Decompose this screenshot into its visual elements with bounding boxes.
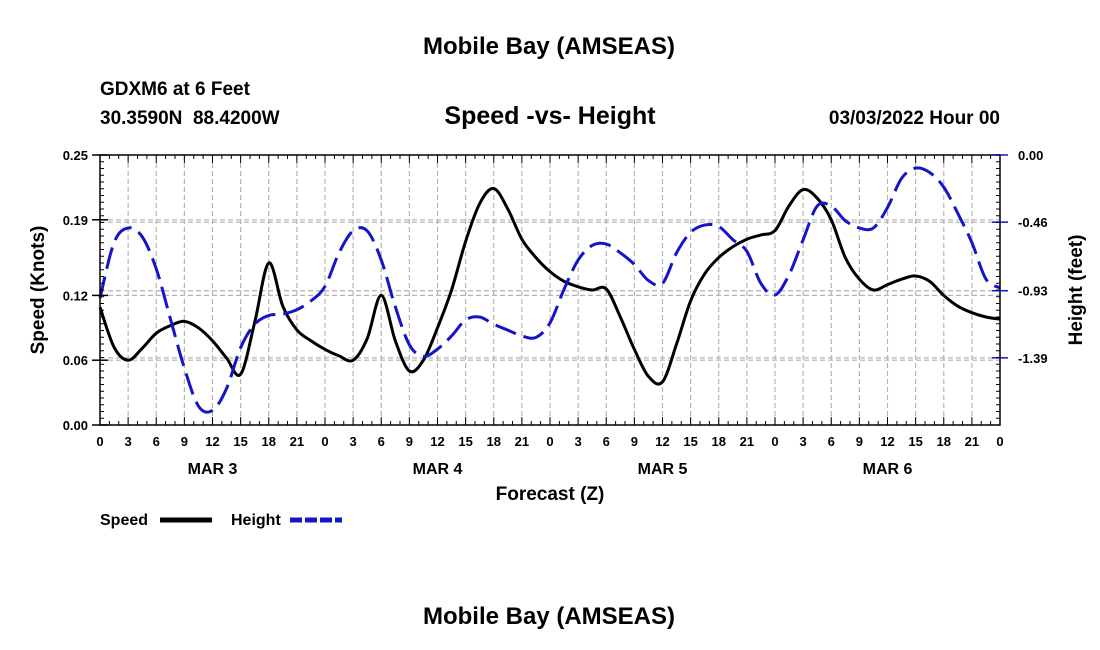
- x-tick-label: 18: [487, 434, 501, 449]
- x-tick-label: 15: [233, 434, 247, 449]
- day-label: MAR 6: [863, 461, 913, 478]
- day-label: MAR 3: [188, 461, 238, 478]
- height-series-line: [98, 166, 1001, 414]
- y-tick-label: 0.06: [63, 353, 88, 368]
- tick-group: 0.00 0.06 0.12 0.19 0.25 0.00 -0.46 -0.93 -1.39 0…: [63, 148, 1048, 478]
- grid: [100, 155, 1000, 425]
- x-tick-label: 0: [771, 434, 778, 449]
- y2-tick-label: 0.00: [1018, 148, 1043, 163]
- speed-series-line: [98, 186, 1001, 386]
- x-tick-label: 3: [350, 434, 357, 449]
- x-tick-label: 6: [153, 434, 160, 449]
- x-tick-label: 0: [996, 434, 1003, 449]
- x-tick-label: 9: [406, 434, 413, 449]
- x-tick-label: 12: [430, 434, 444, 449]
- x-tick-label: 21: [965, 434, 979, 449]
- x-tick-label: 12: [655, 434, 669, 449]
- x-tick-label: 9: [856, 434, 863, 449]
- x-tick-label: 0: [321, 434, 328, 449]
- x-tick-label: 12: [880, 434, 894, 449]
- x-tick-label: 0: [96, 434, 103, 449]
- y2-tick-label: -0.46: [1018, 215, 1048, 230]
- x-tick-label: 15: [908, 434, 922, 449]
- x-tick-label: 6: [378, 434, 385, 449]
- x-tick-label: 18: [262, 434, 276, 449]
- x-tick-label: 18: [712, 434, 726, 449]
- chart-subtitle: Speed -vs- Height: [444, 102, 656, 130]
- footer-title: Mobile Bay (AMSEAS): [423, 603, 675, 630]
- x-tick-label: 21: [290, 434, 304, 449]
- y-tick-label: 0.12: [63, 288, 88, 303]
- y-tick-label: 0.19: [63, 213, 88, 228]
- x-tick-label: 6: [603, 434, 610, 449]
- x-axis-title: Forecast (Z): [496, 484, 605, 505]
- day-label: MAR 5: [638, 461, 688, 478]
- x-tick-label: 3: [125, 434, 132, 449]
- x-tick-label: 3: [575, 434, 582, 449]
- legend-label-height: Height: [231, 512, 281, 529]
- x-tick-label: 15: [683, 434, 697, 449]
- day-label: MAR 4: [413, 461, 463, 478]
- x-tick-label: 3: [800, 434, 807, 449]
- page-title: Mobile Bay (AMSEAS): [423, 33, 675, 60]
- station-label: GDXM6 at 6 Feet: [100, 79, 251, 100]
- x-tick-label: 12: [205, 434, 219, 449]
- x-tick-label: 15: [458, 434, 472, 449]
- x-tick-label: 21: [515, 434, 529, 449]
- y-axis-title: Speed (Knots): [28, 226, 49, 355]
- x-tick-label: 0: [546, 434, 553, 449]
- coordinates-label: 30.3590N 88.4200W: [100, 108, 280, 129]
- x-tick-label: 18: [937, 434, 951, 449]
- forecast-date: 03/03/2022 Hour 00: [829, 108, 1000, 129]
- x-tick-label: 21: [740, 434, 754, 449]
- x-tick-label: 9: [631, 434, 638, 449]
- y-tick-label: 0.25: [63, 148, 88, 163]
- series-group: [98, 166, 1001, 414]
- y2-axis-title: Height (feet): [1066, 235, 1087, 346]
- legend-label-speed: Speed: [100, 512, 148, 529]
- y2-tick-label: -0.93: [1018, 284, 1048, 299]
- legend: Speed Height: [100, 512, 342, 529]
- y2-tick-label: -1.39: [1018, 351, 1048, 366]
- y-tick-label: 0.00: [63, 418, 88, 433]
- x-tick-label: 9: [181, 434, 188, 449]
- x-tick-label: 6: [828, 434, 835, 449]
